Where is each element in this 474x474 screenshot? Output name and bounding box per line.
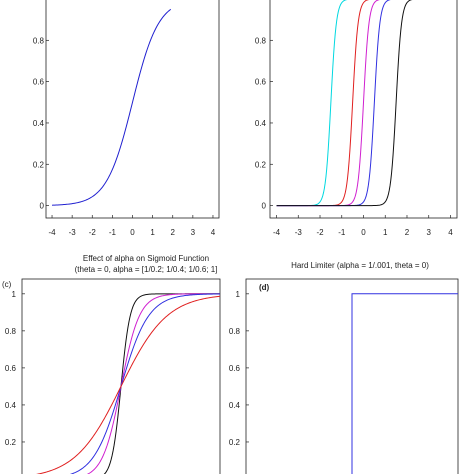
panel-c-title: Effect of alpha on Sigmoid Function	[83, 254, 209, 263]
panel-d-label: (d)	[259, 283, 270, 292]
panel-b: 0 0.2 0.4 0.6 0.8 -4 -3 -2 -1 0 1 2 3 4	[255, 0, 458, 237]
panel-b-ytick-label: 0.4	[255, 119, 267, 128]
panel-b-xtick-label: 4	[448, 228, 453, 237]
panel-d-series-line	[351, 293, 458, 474]
panel-a-xtick-label: 0	[130, 228, 135, 237]
panel-a-ytick-label: 0	[40, 202, 45, 211]
panel-b-xtick-label: 0	[361, 228, 366, 237]
panel-b-ytick-label: 0	[262, 202, 267, 211]
panel-a-xtick-label: 2	[171, 228, 176, 237]
panel-d-frame	[245, 278, 459, 474]
panel-d-ytick-label: 0.4	[229, 401, 241, 410]
panel-b-xtick-label: 2	[405, 228, 410, 237]
panel-c-label: (c)	[2, 280, 12, 289]
panel-a-xtick-label: 3	[191, 228, 196, 237]
panel-d-ytick-label: 0.2	[229, 438, 241, 447]
panel-c-frame	[21, 278, 221, 474]
panel-b-xtick-label: -2	[316, 228, 324, 237]
panel-d-ytick-label: 1	[236, 290, 241, 299]
panel-b-ytick-label: 0.8	[255, 36, 267, 45]
panel-a-xtick-label: -3	[69, 228, 77, 237]
panel-d-ytick-label: 0.6	[229, 364, 241, 373]
panel-b-xtick-label: 1	[383, 228, 388, 237]
panel-c-ytick-label: 1	[12, 290, 17, 299]
panel-a-xtick-label: -4	[48, 228, 56, 237]
panel-b-series-line	[276, 0, 348, 207]
panel-c-ytick-label: 0.6	[5, 364, 17, 373]
panel-a-ytick-label: 0.4	[33, 119, 45, 128]
panel-c-series-line	[86, 293, 220, 474]
panel-c-ytick-label: 0.4	[5, 401, 17, 410]
panel-b-series-line	[276, 0, 380, 207]
panel-b-xtick-label: -1	[338, 228, 346, 237]
panel-c-ytick-label: 0.8	[5, 327, 17, 336]
panel-d-title: Hard Limiter (alpha = 1/.001, theta = 0)	[291, 261, 429, 270]
panel-d: Hard Limiter (alpha = 1/.001, theta = 0)…	[229, 261, 459, 474]
panel-a-frame	[45, 0, 220, 219]
panel-a-xtick-label: 4	[211, 228, 216, 237]
panel-a: 0 0.2 0.4 0.6 0.8 -4 -3 -2 -1 0 1 2 3 4	[33, 0, 220, 237]
panel-c-series-line	[35, 295, 221, 474]
panel-b-xtick-label: 3	[427, 228, 432, 237]
panel-b-ytick-label: 0.6	[255, 78, 267, 87]
panel-c-ytick-label: 0.2	[5, 438, 17, 447]
panel-b-ytick-label: 0.2	[255, 160, 267, 169]
panel-a-xtick-label: -1	[109, 228, 117, 237]
panel-a-xtick-label: 1	[150, 228, 155, 237]
panel-b-xtick-label: -4	[273, 228, 281, 237]
panel-a-series-line	[52, 8, 172, 206]
panel-a-ytick-label: 0.8	[33, 36, 45, 45]
panel-b-xtick-label: -3	[295, 228, 303, 237]
panel-d-ytick-label: 0.8	[229, 327, 241, 336]
panel-b-series-line	[276, 0, 391, 207]
panel-c: Effect of alpha on Sigmoid Function (the…	[2, 254, 221, 474]
panel-b-series-line	[276, 0, 370, 207]
panel-a-ytick-label: 0.2	[33, 160, 45, 169]
panel-a-ytick-label: 0.6	[33, 78, 45, 87]
panel-c-subtitle: (theta = 0, alpha = [1/0.2; 1/0.4; 1/0.6…	[75, 265, 218, 274]
panel-b-series-line	[276, 0, 413, 207]
panel-a-xtick-label: -2	[89, 228, 97, 237]
